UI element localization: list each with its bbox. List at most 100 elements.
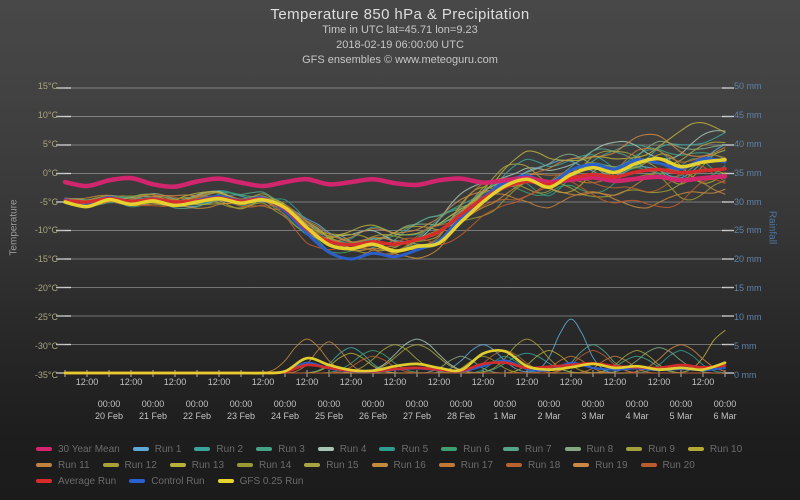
temp-tick-label: -15°C xyxy=(34,254,58,265)
temp-tick-label: -25°C xyxy=(34,312,58,323)
legend-item[interactable]: Run 15 xyxy=(304,459,359,471)
legend-item-label: Run 9 xyxy=(648,443,675,455)
temp-tick-label: -35°C xyxy=(34,369,58,380)
temp-tick-label: 15°C xyxy=(37,81,58,91)
legend-item-label: Run 18 xyxy=(528,459,561,471)
legend-item[interactable]: Run 16 xyxy=(371,460,426,471)
date-group: 00:00 2 Mar xyxy=(527,398,571,422)
legend-item-label: Run 7 xyxy=(524,443,552,455)
rain-tick-label: 5 mm xyxy=(734,341,757,352)
legend-item-label: Run 1 xyxy=(154,443,182,455)
rain-tick-label: 45 mm xyxy=(734,109,762,120)
date-group: 00:00 1 Mar xyxy=(483,398,527,422)
chart-canvas xyxy=(56,87,734,377)
rain-tick-label: 50 mm xyxy=(734,81,762,91)
temp-tick-label: -20°C xyxy=(34,283,58,294)
date-group: 00:00 22 Feb xyxy=(175,398,219,422)
legend-item-label: Run 15 xyxy=(326,459,359,471)
noon-tick-label: 12:00 xyxy=(251,377,275,387)
date-label: 2 Mar xyxy=(537,411,561,421)
legend-line-swatch xyxy=(626,447,643,451)
legend-item[interactable]: Run 2 xyxy=(194,444,243,455)
midnight-tick-label: 00:00 xyxy=(669,399,693,409)
midnight-tick-label: 00:00 xyxy=(713,399,737,409)
subtitle-source-link[interactable]: GFS ensembles © www.meteoguru.com xyxy=(302,54,498,66)
page-title: Temperature 850 hPa & Precipitation xyxy=(270,6,530,23)
legend-line-swatch xyxy=(237,463,254,467)
date-group: 00:00 4 Mar xyxy=(615,398,659,422)
legend-item-label: Run 5 xyxy=(401,443,429,455)
rain-tick-label: 10 mm xyxy=(734,312,762,323)
date-label: 23 Feb xyxy=(226,411,256,421)
noon-tick-label: 12:00 xyxy=(295,377,319,387)
legend-item[interactable]: Run 10 xyxy=(687,444,742,455)
legend-line-swatch xyxy=(36,447,52,451)
legend-item[interactable]: Run 20 xyxy=(640,460,695,471)
legend-line-swatch xyxy=(36,479,52,483)
legend-item[interactable]: Run 12 xyxy=(102,460,157,471)
noon-tick-label: 12:00 xyxy=(647,377,671,387)
date-label: 27 Feb xyxy=(402,411,432,421)
legend-item[interactable]: Run 1 xyxy=(132,443,182,455)
temp-tick-label: -10°C xyxy=(34,225,58,236)
rain-tick-label: 25 mm xyxy=(734,225,762,236)
legend-row-3: Average Run Control Run GFS 0.25 Run xyxy=(36,473,784,489)
legend-item[interactable]: 30 Year Mean xyxy=(36,444,120,455)
legend-item[interactable]: Run 4 xyxy=(317,443,367,455)
legend-line-swatch xyxy=(640,463,657,467)
legend-line-swatch xyxy=(502,447,519,451)
date-label: 28 Feb xyxy=(446,411,476,421)
legend-item[interactable]: Run 9 xyxy=(626,444,675,455)
date-group: 00:00 26 Feb xyxy=(351,398,395,422)
noon-tick-label: 12:00 xyxy=(559,377,583,387)
date-axis-labels: 00:00 20 Feb 00:00 21 Feb 00:00 22 Feb 0… xyxy=(87,398,747,422)
legend-item[interactable]: Run 13 xyxy=(169,460,224,471)
legend-line-swatch xyxy=(564,447,581,451)
noon-tick-label: 12:00 xyxy=(427,377,451,387)
subtitle-run-datetime: 2018-02-19 06:00:00 UTC xyxy=(336,39,464,51)
legend-item[interactable]: Run 11 xyxy=(36,460,90,471)
date-label: 21 Feb xyxy=(138,411,168,421)
temp-tick-label: 10°C xyxy=(37,109,58,120)
legend-item[interactable]: GFS 0.25 Run xyxy=(217,476,303,487)
rain-tick-label: 35 mm xyxy=(734,167,762,178)
legend-line-swatch xyxy=(102,463,119,467)
legend-item[interactable]: Run 18 xyxy=(506,460,560,471)
legend-item-label: Average Run xyxy=(58,475,117,487)
midnight-tick-label: 00:00 xyxy=(625,399,649,409)
legend-item-label: Run 2 xyxy=(216,443,244,455)
rainfall-axis-ticks: 50 mm 45 mm 40 mm 35 mm 30 mm 25 mm 20 mm 15 mm… xyxy=(734,81,794,380)
legend-line-swatch xyxy=(169,463,186,467)
legend-item[interactable]: Run 19 xyxy=(573,460,628,471)
midnight-tick-label: 00:00 xyxy=(229,399,253,409)
rain-tick-label: 40 mm xyxy=(734,138,762,149)
legend-item-label: Run 11 xyxy=(58,459,90,471)
legend-row-1: 30 Year Mean Run 1 Run 2 Run 3 xyxy=(36,441,784,457)
legend-item[interactable]: Control Run xyxy=(129,476,205,487)
legend-item-label: Run 4 xyxy=(339,443,367,455)
legend-item-label: Run 14 xyxy=(259,459,292,471)
legend-item[interactable]: Run 6 xyxy=(441,444,490,455)
noon-tick-label: 12:00 xyxy=(163,377,187,387)
date-label: 24 Feb xyxy=(270,411,300,421)
legend-item[interactable]: Run 7 xyxy=(502,443,552,455)
midnight-tick-label: 00:00 xyxy=(581,399,605,409)
rain-tick-label: 0 mm xyxy=(734,369,757,380)
legend-item[interactable]: Run 17 xyxy=(438,459,494,471)
date-label: 1 Mar xyxy=(493,411,517,421)
date-label: 25 Feb xyxy=(314,411,344,421)
temp-tick-label: -30°C xyxy=(34,341,58,352)
legend-line-swatch xyxy=(573,463,590,467)
temp-tick-label: 0°C xyxy=(42,167,58,178)
legend-item[interactable]: Run 5 xyxy=(379,444,428,455)
noon-tick-label: 12:00 xyxy=(383,377,407,387)
legend-item[interactable]: Run 3 xyxy=(256,444,305,455)
legend-item[interactable]: Run 8 xyxy=(564,444,613,455)
legend-item-label: Run 17 xyxy=(460,459,494,471)
legend-item[interactable]: Run 14 xyxy=(237,460,291,471)
date-group: 00:00 20 Feb xyxy=(87,398,131,422)
date-group: 00:00 3 Mar xyxy=(571,398,615,422)
legend-line-swatch xyxy=(129,479,146,483)
midnight-tick-label: 00:00 xyxy=(273,399,297,409)
legend-item[interactable]: Average Run xyxy=(36,476,116,487)
